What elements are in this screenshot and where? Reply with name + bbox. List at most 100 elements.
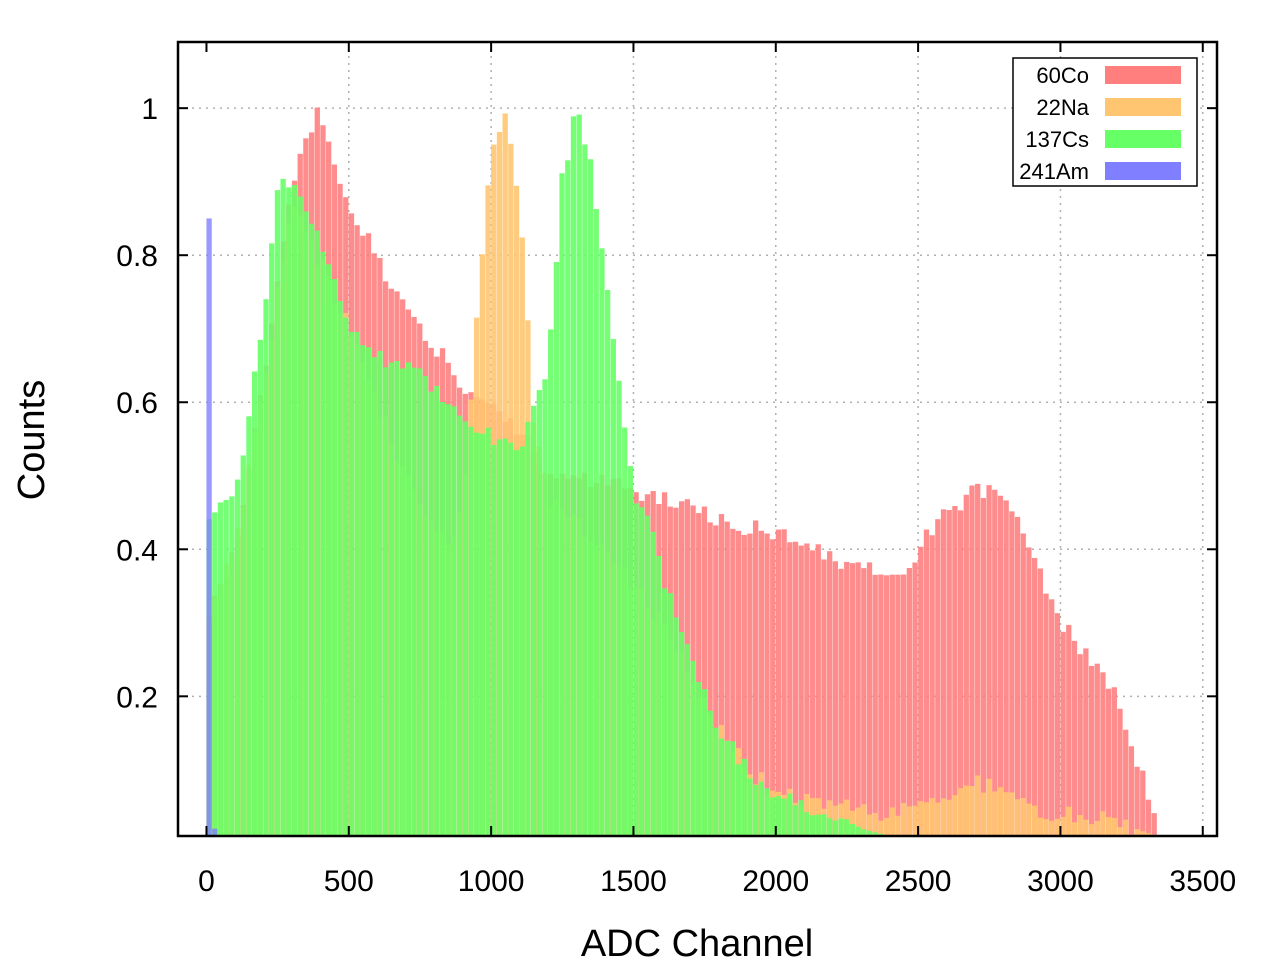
histogram-bar	[844, 799, 850, 836]
x-tick-label: 2000	[742, 865, 809, 898]
histogram-bar	[770, 797, 776, 836]
histogram-bar	[895, 815, 901, 836]
histogram-bar	[1094, 820, 1100, 836]
histogram-bar	[849, 823, 856, 836]
histogram-bar	[866, 562, 873, 836]
histogram-bar	[582, 144, 588, 836]
histogram-bar	[331, 279, 338, 836]
histogram-bar	[730, 528, 736, 836]
histogram-bar	[1037, 568, 1043, 836]
histogram-bar	[297, 196, 303, 836]
histogram-bar	[889, 807, 895, 836]
y-tick-label: 0.2	[116, 681, 158, 714]
histogram-bar	[798, 800, 804, 836]
histogram-bar	[770, 539, 776, 836]
histogram-bar	[992, 791, 998, 836]
histogram-bar	[206, 218, 212, 836]
histogram-bar	[462, 421, 468, 836]
histogram-bar	[764, 788, 770, 836]
y-tick-label: 0.8	[116, 240, 158, 273]
histogram-bar	[792, 541, 799, 836]
histogram-bar	[1105, 688, 1112, 836]
histogram-bar	[411, 367, 417, 836]
histogram-bar	[969, 485, 975, 836]
histogram-bar	[1088, 665, 1095, 836]
histogram-bar	[1060, 631, 1066, 836]
histogram-bar	[957, 510, 964, 836]
histogram-bar	[741, 758, 747, 836]
y-tick-labels: 0.2 0.4 0.6 0.8 1	[116, 93, 158, 714]
histogram-bar	[587, 159, 594, 836]
histogram-bar	[844, 561, 850, 836]
legend-label: 137Cs	[1025, 127, 1089, 152]
histogram-bar	[809, 815, 816, 836]
histogram-bar	[229, 496, 235, 836]
histogram-bar	[861, 568, 867, 836]
histogram-bar	[417, 368, 423, 836]
histogram-bar	[548, 329, 554, 836]
histogram-bar	[1123, 819, 1129, 836]
histogram-bar	[1083, 819, 1089, 836]
legend-swatch	[1105, 66, 1181, 84]
histogram-bar	[684, 644, 690, 836]
histogram-bar	[735, 530, 742, 836]
histogram-bar	[1049, 599, 1055, 836]
histogram-bar	[775, 796, 782, 836]
series-137Cs	[206, 114, 890, 836]
y-tick-label: 0.4	[116, 534, 158, 567]
histogram-bar	[1100, 811, 1106, 836]
histogram-bar	[360, 345, 366, 836]
histogram-bar	[866, 830, 873, 836]
histogram-bar	[1054, 818, 1061, 836]
histogram-bar	[798, 545, 804, 836]
histogram-bar	[855, 826, 861, 836]
histogram-bar	[963, 785, 969, 836]
histogram-bar	[553, 261, 560, 836]
histogram-bar	[804, 543, 810, 836]
histogram-bar	[781, 798, 787, 836]
histogram-bar	[952, 795, 958, 836]
histogram-bar	[314, 230, 320, 836]
x-tick-label: 1500	[600, 865, 667, 898]
histogram-bar	[730, 741, 736, 836]
histogram-bar	[701, 506, 708, 836]
histogram-bar	[844, 819, 850, 836]
histogram-bar	[787, 542, 793, 836]
plot-frame	[176, 40, 1219, 838]
histogram-bar	[1151, 813, 1157, 836]
histogram-bar	[1031, 557, 1038, 836]
legend-swatch	[1105, 162, 1181, 180]
x-axis-title: ADC Channel	[581, 923, 813, 965]
histogram-bar	[610, 339, 616, 836]
histogram-bar	[724, 521, 730, 836]
histogram-bar	[616, 380, 622, 836]
histogram-bar	[263, 299, 269, 836]
histogram-bar	[622, 427, 628, 836]
histogram-bar	[1043, 593, 1049, 836]
histogram-bar	[1077, 654, 1083, 836]
histogram-bar	[1049, 820, 1055, 836]
histogram-bar	[815, 544, 821, 836]
histogram-bar	[935, 802, 941, 836]
histogram-bar	[997, 495, 1004, 836]
histogram-bar	[559, 173, 565, 836]
histogram-bar	[883, 817, 890, 836]
histogram-bar	[827, 818, 833, 836]
histogram-bars	[206, 107, 1157, 836]
histogram-bar	[872, 574, 878, 836]
histogram-bar	[906, 567, 913, 836]
histogram-bar	[855, 807, 861, 836]
histogram-bar	[775, 529, 782, 836]
histogram-bar	[257, 339, 263, 836]
histogram-bar	[308, 223, 315, 836]
histogram-bar	[701, 689, 708, 836]
histogram-bar	[246, 416, 252, 836]
histogram-bar	[542, 379, 548, 836]
histogram-bar	[565, 160, 571, 836]
histogram-bar	[707, 522, 713, 836]
histogram-bar	[485, 427, 491, 836]
histogram-bar	[741, 534, 747, 836]
histogram-bar	[747, 533, 753, 836]
histogram-bar	[678, 632, 685, 836]
histogram-bar	[451, 406, 457, 836]
